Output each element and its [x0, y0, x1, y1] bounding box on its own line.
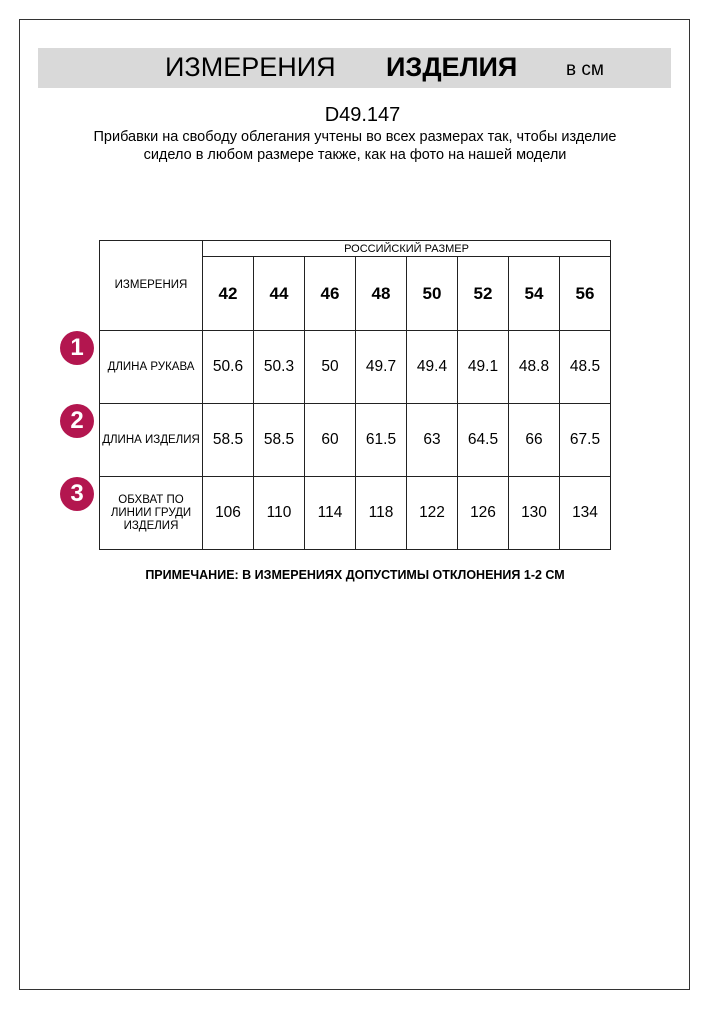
cell-value: 49.4 — [406, 330, 458, 404]
group-label: РОССИЙСКИЙ РАЗМЕР — [202, 240, 611, 257]
cell-value: 110 — [253, 476, 305, 550]
title-unit: в см — [566, 59, 604, 80]
row-number-badge: 2 — [60, 404, 94, 438]
cell-value: 50.3 — [253, 330, 305, 404]
cell-value: 50.6 — [202, 330, 254, 404]
row-label: ОБХВАТ ПО ЛИНИИ ГРУДИ ИЗДЕЛИЯ — [99, 476, 203, 550]
cell-value: 64.5 — [457, 403, 509, 477]
size-header: 54 — [508, 256, 560, 331]
row-number-badge: 3 — [60, 477, 94, 511]
cell-value: 58.5 — [253, 403, 305, 477]
size-header: 42 — [202, 256, 254, 331]
cell-value: 67.5 — [559, 403, 611, 477]
size-header: 50 — [406, 256, 458, 331]
cell-value: 118 — [355, 476, 407, 550]
table-row: ОБХВАТ ПО ЛИНИИ ГРУДИ ИЗДЕЛИЯ 106 110 114 11… — [99, 476, 611, 550]
title-regular: ИЗМЕРЕНИЯ — [165, 52, 336, 82]
size-header: 44 — [253, 256, 305, 331]
cell-value: 48.5 — [559, 330, 611, 404]
title-bold: ИЗДЕЛИЯ — [386, 52, 518, 82]
table-row: ДЛИНА РУКАВА 50.6 50.3 50 49.7 49.4 49.1 48.8 48… — [99, 330, 611, 404]
cell-value: 130 — [508, 476, 560, 550]
cell-value: 122 — [406, 476, 458, 550]
description: Прибавки на свободу облегания учтены во … — [93, 129, 617, 163]
note: ПРИМЕЧАНИЕ: В ИЗМЕРЕНИЯХ ДОПУСТИМЫ ОТКЛО… — [145, 568, 565, 582]
cell-value: 49.7 — [355, 330, 407, 404]
row-label: ДЛИНА РУКАВА — [99, 330, 203, 404]
size-header: 46 — [304, 256, 356, 331]
cell-value: 50 — [304, 330, 356, 404]
cell-value: 106 — [202, 476, 254, 550]
size-header: 48 — [355, 256, 407, 331]
size-table: ИЗМЕРЕНИЯ РОССИЙСКИЙ РАЗМЕР 42 44 46 48 50 52… — [99, 240, 611, 550]
table-row: ДЛИНА ИЗДЕЛИЯ 58.5 58.5 60 61.5 63 64.5 66 67.5 — [99, 403, 611, 477]
row-number-badge: 1 — [60, 331, 94, 365]
cell-value: 114 — [304, 476, 356, 550]
cell-value: 66 — [508, 403, 560, 477]
cell-value: 60 — [304, 403, 356, 477]
product-code: D49.147 — [324, 104, 401, 126]
corner-label: ИЗМЕРЕНИЯ — [99, 240, 203, 331]
page-frame — [19, 19, 690, 990]
cell-value: 134 — [559, 476, 611, 550]
cell-value: 61.5 — [355, 403, 407, 477]
size-header: 52 — [457, 256, 509, 331]
cell-value: 48.8 — [508, 330, 560, 404]
cell-value: 126 — [457, 476, 509, 550]
size-header: 56 — [559, 256, 611, 331]
cell-value: 58.5 — [202, 403, 254, 477]
cell-value: 63 — [406, 403, 458, 477]
cell-value: 49.1 — [457, 330, 509, 404]
title-bar — [38, 48, 671, 88]
row-label: ДЛИНА ИЗДЕЛИЯ — [99, 403, 203, 477]
